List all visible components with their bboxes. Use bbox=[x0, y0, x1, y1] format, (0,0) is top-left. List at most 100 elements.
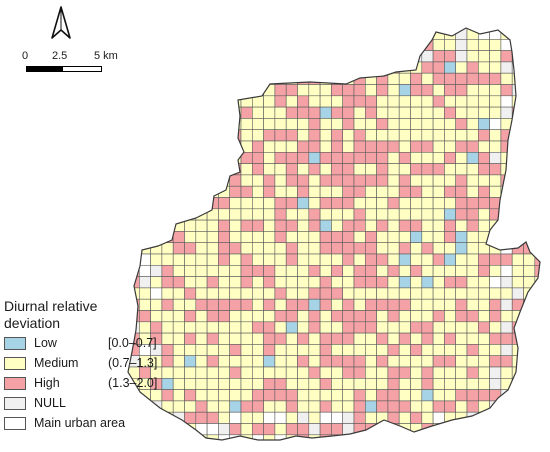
grid-cell bbox=[184, 434, 197, 440]
grid-cell bbox=[421, 208, 434, 221]
grid-cell bbox=[218, 163, 230, 176]
grid-cell bbox=[206, 298, 219, 311]
grid-cell bbox=[308, 208, 321, 221]
grid-cell bbox=[150, 208, 163, 221]
grid-cell bbox=[319, 242, 332, 255]
grid-cell bbox=[263, 287, 276, 300]
grid-cell bbox=[398, 411, 411, 424]
grid-cell bbox=[331, 298, 343, 311]
grid-cell bbox=[398, 197, 411, 210]
grid-cell bbox=[195, 174, 208, 187]
grid-cell bbox=[172, 434, 185, 440]
grid-cell bbox=[500, 344, 513, 356]
grid-cell bbox=[353, 129, 366, 142]
grid-cell bbox=[353, 400, 366, 413]
grid-cell bbox=[139, 231, 151, 243]
grid-cell bbox=[252, 163, 264, 176]
grid-cell bbox=[218, 118, 230, 131]
grid-cell bbox=[161, 185, 174, 198]
grid-cell bbox=[387, 28, 400, 40]
grid-cell bbox=[342, 400, 355, 413]
grid-cell bbox=[229, 366, 242, 379]
grid-cell bbox=[319, 423, 332, 436]
grid-cell bbox=[376, 38, 389, 51]
grid-cell bbox=[534, 287, 540, 300]
grid-cell bbox=[444, 219, 456, 232]
grid-cell bbox=[432, 321, 445, 334]
grid-cell bbox=[376, 95, 389, 108]
grid-cell bbox=[353, 185, 366, 198]
grid-cell bbox=[263, 434, 276, 440]
grid-cell bbox=[128, 185, 140, 198]
grid-cell bbox=[523, 84, 536, 97]
grid-cell bbox=[297, 264, 310, 277]
grid-cell bbox=[229, 197, 242, 210]
grid-cell bbox=[523, 423, 536, 436]
grid-cell bbox=[285, 276, 298, 289]
grid-cell bbox=[523, 219, 536, 232]
grid-cell bbox=[466, 253, 479, 266]
grid-cell bbox=[128, 197, 140, 210]
grid-cell bbox=[387, 163, 400, 176]
grid-cell bbox=[364, 174, 377, 187]
grid-cell bbox=[511, 377, 524, 390]
grid-cell bbox=[139, 174, 151, 187]
grid-cell bbox=[319, 253, 332, 266]
grid-cell bbox=[489, 174, 502, 187]
grid-cell bbox=[206, 174, 219, 187]
grid-cell bbox=[364, 231, 377, 243]
grid-cell bbox=[523, 72, 536, 85]
grid-cell bbox=[477, 197, 490, 210]
grid-cell bbox=[523, 163, 536, 176]
grid-cell bbox=[319, 118, 332, 131]
grid-cell bbox=[500, 264, 513, 277]
grid-cell bbox=[489, 355, 502, 368]
grid-cell bbox=[477, 208, 490, 221]
grid-cell bbox=[432, 163, 445, 176]
grid-cell bbox=[342, 355, 355, 368]
grid-cell bbox=[308, 411, 321, 424]
grid-cell bbox=[331, 84, 343, 97]
grid-cell bbox=[172, 106, 185, 119]
grid-cell bbox=[308, 253, 321, 266]
grid-cell bbox=[206, 118, 219, 131]
grid-cell bbox=[410, 389, 423, 402]
grid-cell bbox=[421, 276, 434, 289]
grid-cell bbox=[331, 208, 343, 221]
grid-cell bbox=[421, 287, 434, 300]
grid-cell bbox=[274, 310, 287, 323]
grid-cell bbox=[477, 95, 490, 108]
grid-cell bbox=[308, 152, 321, 164]
grid-cell bbox=[206, 344, 219, 356]
grid-cell bbox=[297, 298, 310, 311]
grid-cell bbox=[274, 163, 287, 176]
grid-cell bbox=[229, 174, 242, 187]
grid-cell bbox=[421, 389, 434, 402]
grid-cell bbox=[274, 423, 287, 436]
grid-cell bbox=[285, 253, 298, 266]
grid-cell bbox=[466, 242, 479, 255]
grid-cell bbox=[285, 152, 298, 164]
grid-cell bbox=[455, 332, 468, 345]
grid-cell bbox=[477, 253, 490, 266]
grid-cell bbox=[353, 50, 366, 63]
grid-cell bbox=[342, 106, 355, 119]
legend-item-low: Low [0.0–0.7] bbox=[4, 335, 194, 353]
grid-cell bbox=[161, 95, 174, 108]
grid-cell bbox=[240, 106, 253, 119]
grid-cell bbox=[534, 106, 540, 119]
grid-cell bbox=[364, 106, 377, 119]
grid-cell bbox=[364, 95, 377, 108]
grid-cell bbox=[489, 276, 502, 289]
grid-cell bbox=[410, 72, 423, 85]
grid-cell bbox=[477, 355, 490, 368]
grid-cell bbox=[308, 366, 321, 379]
grid-cell bbox=[364, 163, 377, 176]
grid-cell bbox=[364, 366, 377, 379]
grid-cell bbox=[195, 28, 208, 40]
grid-cell bbox=[500, 434, 513, 440]
grid-cell bbox=[150, 185, 163, 198]
grid-cell bbox=[511, 28, 524, 40]
grid-cell bbox=[319, 389, 332, 402]
grid-cell bbox=[523, 377, 536, 390]
